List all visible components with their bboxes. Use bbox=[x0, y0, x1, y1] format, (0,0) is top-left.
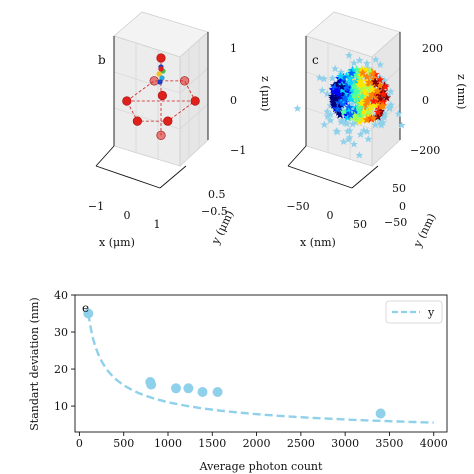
panel-e-fit-line bbox=[87, 313, 434, 424]
panel-e-y-label: Standart deviation (nm) bbox=[28, 297, 41, 430]
panel-e-y-tick-label: 20 bbox=[54, 363, 68, 376]
panel-c-ticks: −50 0 50 50 0 −50 200 0 −200 bbox=[286, 42, 443, 231]
panel-c-x-tick: 50 bbox=[353, 218, 367, 231]
panel-b-cluster-point-5 bbox=[158, 66, 164, 72]
panel-b-y-tick: −0.5 bbox=[201, 205, 228, 218]
panel-b-x-tick: −1 bbox=[88, 200, 104, 213]
panel-c-x-tick: 0 bbox=[327, 209, 334, 222]
panel-e-point bbox=[197, 387, 208, 397]
panel-c-y-tick: −50 bbox=[384, 216, 407, 229]
panel-e-point bbox=[146, 379, 157, 390]
panel-c-z-tick: 200 bbox=[422, 42, 443, 55]
panel-e-ticks: 0 500 1000 1500 2000 2500 3000 3500 4000 10 20 30 40 bbox=[54, 289, 448, 450]
panel-e-point bbox=[171, 383, 181, 394]
panel-c-x-label: x (nm) bbox=[300, 236, 336, 249]
panel-e-x-tick-label: 3000 bbox=[331, 437, 359, 450]
panel-b-cluster-point-4 bbox=[157, 79, 163, 85]
panel-e-y-tick-label: 30 bbox=[54, 326, 68, 339]
panel-b-point-left bbox=[122, 96, 132, 106]
panel-b-cluster-point-2 bbox=[156, 71, 162, 77]
panel-b-z-label: z (μm) bbox=[259, 76, 272, 111]
panel-b-point-back-right bbox=[180, 76, 190, 86]
panel-b-point-front-right bbox=[163, 116, 173, 126]
panel-e-point bbox=[375, 408, 386, 419]
panel-b-cluster-point-3 bbox=[159, 75, 165, 81]
legend-label: y bbox=[427, 306, 435, 319]
panel-e-points bbox=[83, 308, 386, 419]
panel-e-y-tick-label: 10 bbox=[54, 400, 68, 413]
panel-c-y-label: y (nm) bbox=[411, 211, 439, 250]
panel-b-y-tick: 0.5 bbox=[208, 188, 226, 201]
panel-e-point bbox=[212, 387, 223, 397]
panel-c-light-star bbox=[293, 104, 302, 112]
panel-c-z-tick: 0 bbox=[422, 94, 429, 107]
panel-e-x-tick-label: 1000 bbox=[154, 437, 182, 450]
panel-c-letter: c bbox=[312, 53, 319, 67]
panel-e-letter: e bbox=[82, 301, 89, 315]
panel-b-x-tick: 1 bbox=[154, 218, 161, 231]
panel-e-2d-plot: 0 500 1000 1500 2000 2500 3000 3500 4000 10 20 30 40… bbox=[28, 289, 448, 473]
panel-e-x-label: Average photon count bbox=[199, 460, 323, 473]
panel-e-x-tick-label: 3500 bbox=[375, 437, 403, 450]
panel-c-3d-plot: −50 0 50 50 0 −50 200 0 −200 c x (nm) y (nm) z (… bbox=[286, 11, 468, 250]
panel-b-x-tick: 0 bbox=[124, 209, 131, 222]
panel-b-point-top bbox=[156, 53, 166, 63]
panel-e-fit-curve bbox=[87, 313, 434, 424]
panel-b-z-tick: 0 bbox=[230, 94, 237, 107]
panel-b-letter: b bbox=[98, 53, 106, 67]
panel-b-point-right bbox=[190, 96, 200, 106]
panel-e-y-tick-label: 40 bbox=[54, 289, 68, 302]
panel-e-legend: y bbox=[385, 300, 443, 324]
panel-e-x-tick-label: 1500 bbox=[198, 437, 226, 450]
panel-b-z-tick: −1 bbox=[230, 144, 246, 157]
panel-c-x-tick: −50 bbox=[286, 200, 309, 213]
panel-e-x-tick-label: 2500 bbox=[287, 437, 315, 450]
panel-e-point bbox=[83, 308, 94, 319]
panel-c-y-tick: 50 bbox=[392, 182, 406, 195]
panel-b-ticks: −1 0 1 0.5 −0.5 1 0 −1 bbox=[88, 42, 246, 231]
panel-e-x-tick-label: 0 bbox=[76, 437, 83, 450]
panel-b-points bbox=[122, 53, 200, 140]
panel-e-x-tick-label: 4000 bbox=[420, 437, 448, 450]
panel-b-z-tick: 1 bbox=[230, 42, 237, 55]
panel-c-z-label: z (nm) bbox=[455, 74, 468, 109]
panel-b-point-center bbox=[157, 90, 167, 101]
panel-e-frame bbox=[74, 294, 448, 433]
panel-e-point bbox=[183, 383, 194, 394]
panel-e-x-tick-label: 2000 bbox=[243, 437, 271, 450]
panel-b-point-back-left bbox=[149, 76, 159, 86]
panel-c-y-tick: 0 bbox=[399, 200, 406, 213]
panel-c-z-tick: −200 bbox=[410, 144, 440, 157]
panel-b-point-bottom bbox=[156, 130, 166, 140]
panel-b-x-label: x (μm) bbox=[99, 236, 135, 249]
panel-b-point-front-left bbox=[132, 116, 142, 126]
panel-e-x-tick-label: 500 bbox=[113, 437, 134, 450]
